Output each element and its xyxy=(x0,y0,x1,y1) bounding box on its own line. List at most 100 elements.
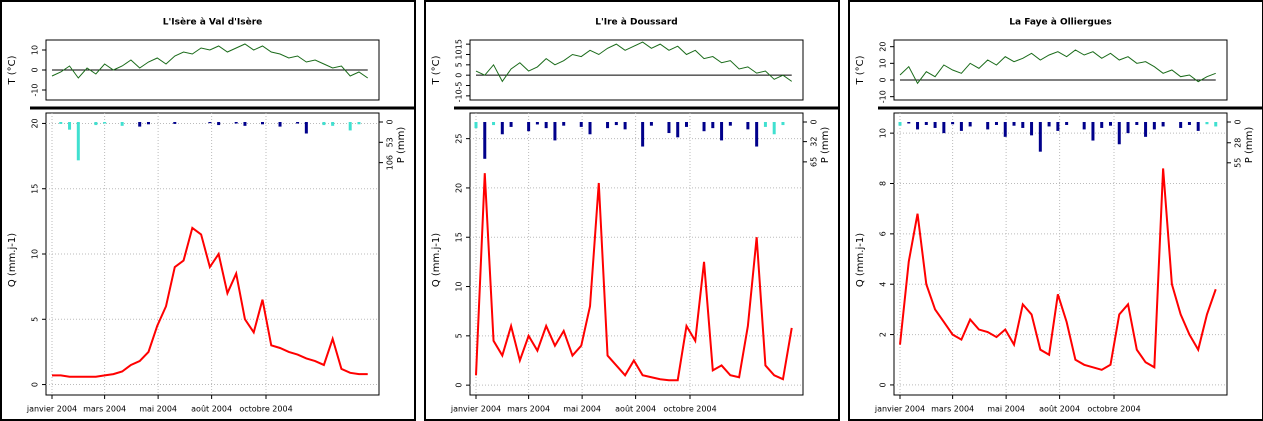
temperature-axis-label: T (°C) xyxy=(855,55,866,85)
precipitation-bar xyxy=(994,122,998,125)
precipitation-bar xyxy=(606,122,610,129)
y-tick-label: 10 xyxy=(879,128,888,138)
discharge-line xyxy=(899,168,1217,371)
x-tick-label: mai 2004 xyxy=(987,405,1025,414)
precipitation-bar xyxy=(509,122,513,127)
precipitation-axis-label: P (mm) xyxy=(396,127,407,164)
precipitation-bar xyxy=(1214,122,1218,127)
precipitation-bar xyxy=(924,122,928,125)
y-tick-label: -10 xyxy=(879,90,888,103)
precipitation-bar xyxy=(1056,122,1060,131)
discharge-frame xyxy=(469,112,804,396)
y-tick-label: 8 xyxy=(879,181,888,186)
y-tick-label: 15 xyxy=(31,184,40,194)
precipitation-bar xyxy=(933,122,937,128)
y2-tick-label: 0 xyxy=(810,119,819,124)
precipitation-bar xyxy=(68,122,72,130)
precipitation-bar xyxy=(968,122,972,127)
x-tick-label: mai 2004 xyxy=(563,405,601,414)
precipitation-bar xyxy=(553,122,557,141)
precipitation-bar xyxy=(1205,122,1209,125)
x-tick-label: janvier 2004 xyxy=(26,405,77,414)
y2-tick-label: 106 xyxy=(386,155,395,170)
precipitation-bar xyxy=(208,122,212,124)
y-tick-label: 5 xyxy=(455,333,464,338)
precipitation-bar xyxy=(1047,122,1051,127)
discharge-axis-label: Q (mm.j-1) xyxy=(7,233,18,287)
precipitation-bar xyxy=(146,122,150,125)
precipitation-bar xyxy=(331,122,335,126)
precipitation-bar xyxy=(1100,122,1104,128)
y-tick-label: 20 xyxy=(31,118,40,128)
y2-tick-label: 0 xyxy=(386,119,395,124)
precipitation-bar xyxy=(1012,122,1016,126)
x-tick-label: août 2004 xyxy=(615,405,656,414)
y2-tick-label: 65 xyxy=(810,157,819,167)
precipitation-bar xyxy=(76,122,80,161)
precipitation-bar xyxy=(781,122,785,126)
precipitation-bar xyxy=(649,122,653,126)
y-tick-label: -10 xyxy=(31,83,40,96)
y-tick-label: 10 xyxy=(879,58,888,68)
discharge-frame xyxy=(893,112,1228,396)
precipitation-bar xyxy=(527,122,531,132)
panel-frame xyxy=(0,0,416,421)
precipitation-bar xyxy=(562,122,566,126)
precipitation-bar xyxy=(588,122,592,135)
y-tick-label: 2 xyxy=(879,332,888,337)
y-tick-label: 0 xyxy=(31,67,40,72)
x-tick-label: octobre 2004 xyxy=(239,405,292,414)
precipitation-bar xyxy=(641,122,645,147)
precipitation-bar xyxy=(1030,122,1034,136)
y-tick-label: 20 xyxy=(879,42,888,52)
precipitation-bar xyxy=(1126,122,1130,134)
precipitation-bar xyxy=(500,122,504,135)
y-tick-label: 0 xyxy=(31,382,40,387)
temperature-axis-label: T (°C) xyxy=(7,55,18,85)
y2-tick-label: 53 xyxy=(386,137,395,147)
y2-tick-label: 28 xyxy=(1234,138,1243,148)
precipitation-bar xyxy=(59,122,63,124)
precipitation-bar xyxy=(474,122,478,129)
x-tick-label: janvier 2004 xyxy=(450,405,501,414)
precipitation-bar xyxy=(942,122,946,134)
y-tick-label: 0 xyxy=(879,77,888,82)
precipitation-bar xyxy=(907,122,911,124)
precipitation-bar xyxy=(728,122,732,126)
panel-title: La Faye à Olliergues xyxy=(1009,18,1111,28)
precipitation-bar xyxy=(1152,122,1156,130)
y-tick-label: 5 xyxy=(31,317,40,322)
y-tick-label: 20 xyxy=(455,183,464,193)
discharge-axis-label: Q (mm.j-1) xyxy=(855,233,866,287)
temperature-line xyxy=(899,49,1216,85)
y-tick-label: 15 xyxy=(455,39,464,49)
y-tick-label: 10 xyxy=(31,249,40,259)
precipitation-bar xyxy=(684,122,688,127)
x-tick-label: août 2004 xyxy=(1039,405,1080,414)
precipitation-bar xyxy=(1187,122,1191,125)
precipitation-bar xyxy=(667,122,671,134)
x-tick-label: janvier 2004 xyxy=(874,405,925,414)
x-tick-label: octobre 2004 xyxy=(663,405,716,414)
x-tick-label: mars 2004 xyxy=(83,405,126,414)
precipitation-bar xyxy=(296,122,300,124)
precipitation-bar xyxy=(138,122,142,127)
discharge-axis-label: Q (mm.j-1) xyxy=(431,233,442,287)
precipitation-bar xyxy=(772,122,776,135)
precipitation-bar xyxy=(755,122,759,147)
precipitation-axis-label: P (mm) xyxy=(820,127,831,164)
precipitation-bar xyxy=(217,122,221,126)
precipitation-bar xyxy=(1108,122,1112,126)
temperature-line xyxy=(475,41,793,83)
precipitation-bar xyxy=(1065,122,1069,125)
precipitation-bar xyxy=(986,122,990,130)
y2-tick-label: 55 xyxy=(1234,158,1243,168)
precipitation-bar xyxy=(357,122,361,125)
y-tick-label: 0 xyxy=(455,73,464,78)
temperature-frame xyxy=(893,39,1228,101)
precipitation-axis-label: P (mm) xyxy=(1244,127,1255,164)
panel-frame xyxy=(848,0,1263,421)
precipitation-bar xyxy=(483,122,487,159)
precipitation-bar xyxy=(1135,122,1139,125)
y-tick-label: 10 xyxy=(31,45,40,55)
